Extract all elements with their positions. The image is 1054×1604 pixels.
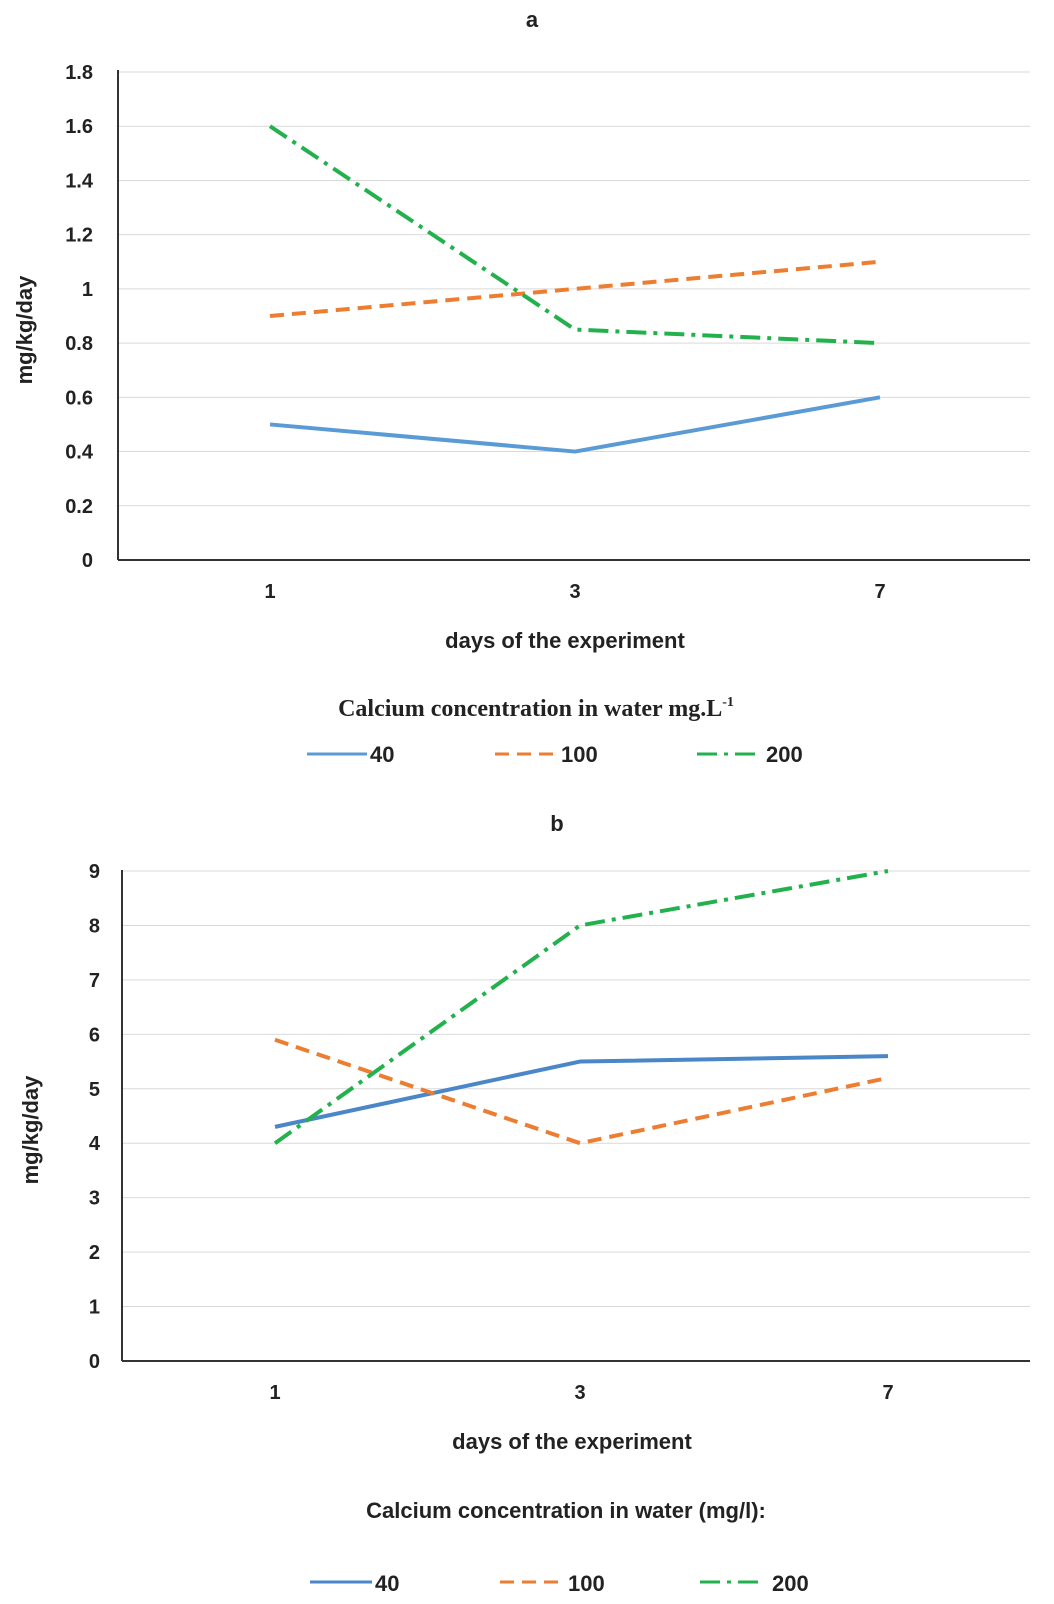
chart-b-y-tick-label: 5 [89, 1079, 100, 1101]
chart-b-legend: Calcium concentration in water (mg/l): 4… [310, 1498, 809, 1596]
chart-b-y-tick-label: 4 [89, 1133, 101, 1155]
chart-a-y-tick-label: 1 [82, 279, 93, 301]
chart-a-x-tick-label: 1 [264, 581, 275, 603]
chart-b-series-40-line [274, 1054, 889, 1129]
chart-b-y-tick-label: 2 [89, 1242, 100, 1264]
chart-a-y-label: mg/kg/day [12, 275, 37, 385]
chart-a-series [268, 124, 881, 454]
chart-b-series-200-line [273, 869, 889, 1145]
chart-a-series-40-line [269, 395, 881, 454]
chart-b-y-tick-label: 9 [89, 861, 100, 883]
chart-a-y-tick-label: 0.4 [65, 442, 94, 464]
chart-b-y-label: mg/kg/day [18, 1075, 43, 1185]
chart-b-y-tick-label: 1 [89, 1297, 100, 1319]
chart-a: a 0 0.2 0.4 0.6 0.8 1 1.2 1.4 1.6 1.8 1 3 7 mg/kg/d… [12, 7, 1030, 767]
chart-b-series [273, 869, 889, 1146]
chart-a-x-label: days of the experiment [445, 628, 685, 653]
legend-a-label-40: 40 [370, 742, 394, 767]
chart-a-y-tick-label: 1.8 [65, 62, 93, 84]
chart-a-y-tick-label: 0.6 [65, 387, 93, 409]
chart-a-gridlines [118, 71, 1030, 507]
chart-b-x-tick-label: 7 [882, 1382, 893, 1404]
chart-b: b 0 1 2 3 4 5 6 7 8 9 1 3 7 mg/kg/day days of the e… [18, 811, 1030, 1596]
chart-a-series-100-line [269, 259, 881, 318]
chart-a-title: a [526, 7, 539, 32]
chart-b-gridlines [122, 870, 1030, 1308]
chart-b-x-tick-label: 3 [574, 1382, 585, 1404]
chart-a-y-tick-label: 0.2 [65, 496, 93, 518]
legend-b-label-200: 200 [772, 1571, 809, 1596]
chart-b-y-tick-label: 7 [89, 970, 100, 992]
legend-b-label-40: 40 [375, 1571, 399, 1596]
chart-a-y-tick-label: 0.8 [65, 333, 93, 355]
legend-a-label-200: 200 [766, 742, 803, 767]
chart-a-legend-title-superscript: -1 [722, 695, 734, 710]
legend-b-label-100: 100 [568, 1571, 605, 1596]
chart-a-legend: Calcium concentration in water mg.L-1 40… [307, 695, 803, 767]
chart-b-x-label: days of the experiment [452, 1429, 692, 1454]
chart-b-series-100-line [274, 1037, 889, 1146]
chart-a-x-tick-label: 7 [874, 581, 885, 603]
chart-b-title: b [550, 811, 563, 836]
chart-b-legend-title: Calcium concentration in water (mg/l): [366, 1498, 766, 1523]
chart-a-legend-title: Calcium concentration in water mg.L-1 [338, 695, 734, 722]
chart-b-y-tick-label: 6 [89, 1024, 100, 1046]
chart-a-x-ticks: 1 3 7 [264, 581, 885, 603]
chart-b-x-ticks: 1 3 7 [269, 1382, 893, 1404]
chart-a-y-tick-label: 1.2 [65, 225, 93, 247]
chart-b-y-tick-label: 3 [89, 1188, 100, 1210]
chart-b-y-tick-label: 8 [89, 915, 100, 937]
legend-a-label-100: 100 [561, 742, 598, 767]
chart-a-y-ticks: 0 0.2 0.4 0.6 0.8 1 1.2 1.4 1.6 1.8 [65, 62, 94, 572]
chart-b-x-tick-label: 1 [269, 1382, 280, 1404]
chart-b-y-ticks: 0 1 2 3 4 5 6 7 8 9 [89, 861, 101, 1373]
chart-a-series-200-line [268, 124, 881, 346]
chart-a-legend-title-text: Calcium concentration in water mg.L [338, 696, 722, 722]
chart-b-y-tick-label: 0 [89, 1351, 100, 1373]
chart-a-y-tick-label: 1.6 [65, 116, 93, 138]
chart-a-y-tick-label: 1.4 [65, 170, 94, 192]
chart-a-x-tick-label: 3 [569, 581, 580, 603]
chart-a-y-tick-label: 0 [82, 550, 93, 572]
